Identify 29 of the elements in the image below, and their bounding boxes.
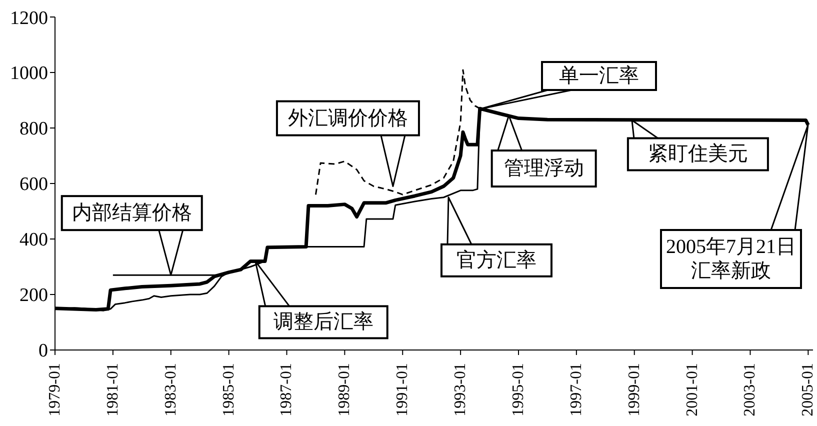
annotation: 调整后汇率 (273, 311, 374, 334)
y-tick-label: 400 (20, 230, 48, 251)
x-tick-label: 1987-01 (278, 363, 296, 416)
x-tick-label: 1999-01 (626, 363, 643, 416)
x-tick-label: 2001-01 (684, 363, 701, 416)
x-tick-label: 2005-01 (800, 363, 817, 416)
x-tick-label: 1995-01 (510, 363, 527, 416)
annotation: 官方汇率 (456, 248, 536, 272)
annotation: 单一汇率 (559, 65, 639, 87)
y-tick-label: 800 (20, 118, 48, 140)
annotation: 2005年7月21日汇率新政 (666, 236, 796, 282)
x-tick-label: 1983-01 (162, 363, 180, 416)
x-tick-label: 1993-01 (452, 363, 470, 416)
annotation: 管理浮动 (504, 158, 584, 180)
x-tick-label: 1985-01 (220, 363, 238, 416)
x-tick-label: 1989-01 (336, 363, 354, 416)
x-tick-label: 1997-01 (568, 363, 585, 416)
x-tick-label: 2003-01 (742, 363, 759, 416)
annotation: 内部结算价格 (72, 202, 192, 224)
x-tick-label: 1979-01 (46, 363, 64, 416)
y-tick-label: 1000 (10, 63, 48, 84)
y-tick-label: 1200 (10, 8, 48, 29)
y-tick-label: 200 (20, 285, 48, 306)
x-tick-label: 1981-01 (104, 363, 122, 416)
y-tick-label: 600 (20, 174, 48, 196)
y-tick-label: 0 (38, 340, 48, 362)
x-tick-label: 1991-01 (394, 363, 412, 416)
annotation: 紧盯住美元 (648, 142, 748, 166)
annotation: 外汇调价价格 (288, 107, 408, 130)
